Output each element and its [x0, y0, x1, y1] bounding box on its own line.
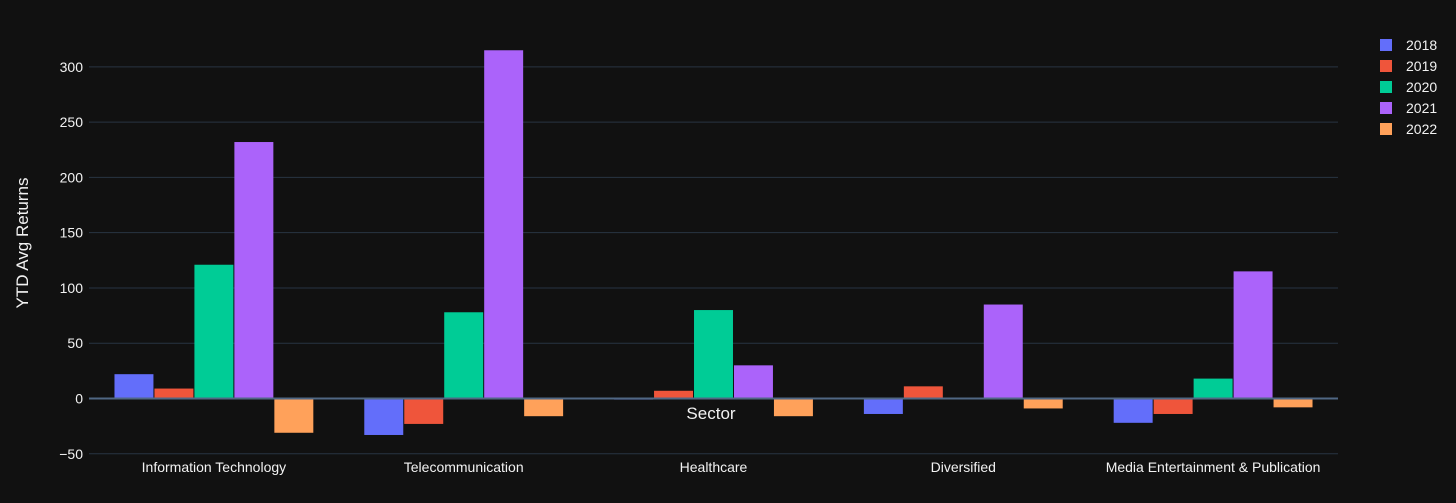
legend-label: 2019	[1406, 58, 1437, 74]
x-tick-label: Healthcare	[680, 459, 748, 475]
bar-2020-4[interactable]	[1193, 378, 1233, 399]
x-tick-label: Media Entertainment & Publication	[1106, 459, 1321, 475]
bar-2021-0[interactable]	[234, 142, 274, 399]
legend-label: 2018	[1406, 37, 1437, 53]
legend-swatch	[1380, 123, 1392, 135]
bar-2021-1[interactable]	[484, 50, 524, 399]
legend[interactable]: 2018 2019 2020 2021 2022	[1380, 37, 1437, 137]
y-tick-label: 300	[60, 59, 84, 75]
y-tick-label: 150	[60, 225, 84, 241]
bar-2018-3[interactable]	[863, 398, 903, 414]
bar-2020-0[interactable]	[194, 264, 234, 399]
bar-2021-3[interactable]	[983, 304, 1023, 399]
legend-label: 2022	[1406, 121, 1437, 137]
legend-swatch	[1380, 102, 1392, 114]
legend-item-2019[interactable]: 2019	[1380, 58, 1437, 74]
bar-2022-4[interactable]	[1273, 398, 1313, 408]
y-tick-label: 100	[60, 280, 84, 296]
legend-item-2021[interactable]: 2021	[1380, 100, 1437, 116]
legend-item-2020[interactable]: 2020	[1380, 79, 1437, 95]
gridlines	[89, 66, 1338, 455]
bar-2019-2[interactable]	[654, 390, 694, 399]
x-axis-title: Sector	[686, 404, 735, 423]
legend-label: 2020	[1406, 79, 1437, 95]
bar-2022-0[interactable]	[274, 398, 314, 433]
legend-item-2018[interactable]: 2018	[1380, 37, 1437, 53]
bar-2019-0[interactable]	[154, 388, 194, 399]
y-tick-label: 250	[60, 114, 84, 130]
bar-2018-0[interactable]	[114, 374, 154, 399]
bar-2019-3[interactable]	[903, 386, 943, 399]
bars	[114, 50, 1313, 435]
bar-2022-2[interactable]	[773, 398, 813, 417]
y-axis-title: YTD Avg Returns	[13, 177, 32, 308]
x-tick-label: Telecommunication	[404, 459, 524, 475]
y-tick-label: 50	[67, 335, 83, 351]
bar-2018-1[interactable]	[364, 398, 404, 435]
x-axis-ticks: Information Technology Telecommunication H…	[142, 459, 1321, 475]
bar-2020-2[interactable]	[694, 310, 733, 399]
legend-item-2022[interactable]: 2022	[1380, 121, 1437, 137]
bar-2018-4[interactable]	[1113, 398, 1153, 423]
bar-2019-4[interactable]	[1153, 398, 1193, 414]
legend-label: 2021	[1406, 100, 1437, 116]
x-tick-label: Information Technology	[142, 459, 287, 475]
y-tick-label: 0	[75, 391, 83, 407]
bar-2022-1[interactable]	[524, 398, 564, 417]
bar-2020-1[interactable]	[444, 312, 484, 399]
bar-2022-3[interactable]	[1023, 398, 1063, 409]
bar-2021-4[interactable]	[1233, 271, 1273, 399]
y-axis-ticks: −50 0 50 100 150 200 250 300	[59, 59, 83, 462]
x-tick-label: Diversified	[931, 459, 996, 475]
y-tick-label: −50	[59, 446, 83, 462]
legend-swatch	[1380, 60, 1392, 72]
bar-2019-1[interactable]	[404, 398, 444, 424]
bar-2021-2[interactable]	[733, 365, 773, 399]
y-tick-label: 200	[60, 169, 84, 185]
legend-swatch	[1380, 39, 1392, 51]
legend-swatch	[1380, 81, 1392, 93]
